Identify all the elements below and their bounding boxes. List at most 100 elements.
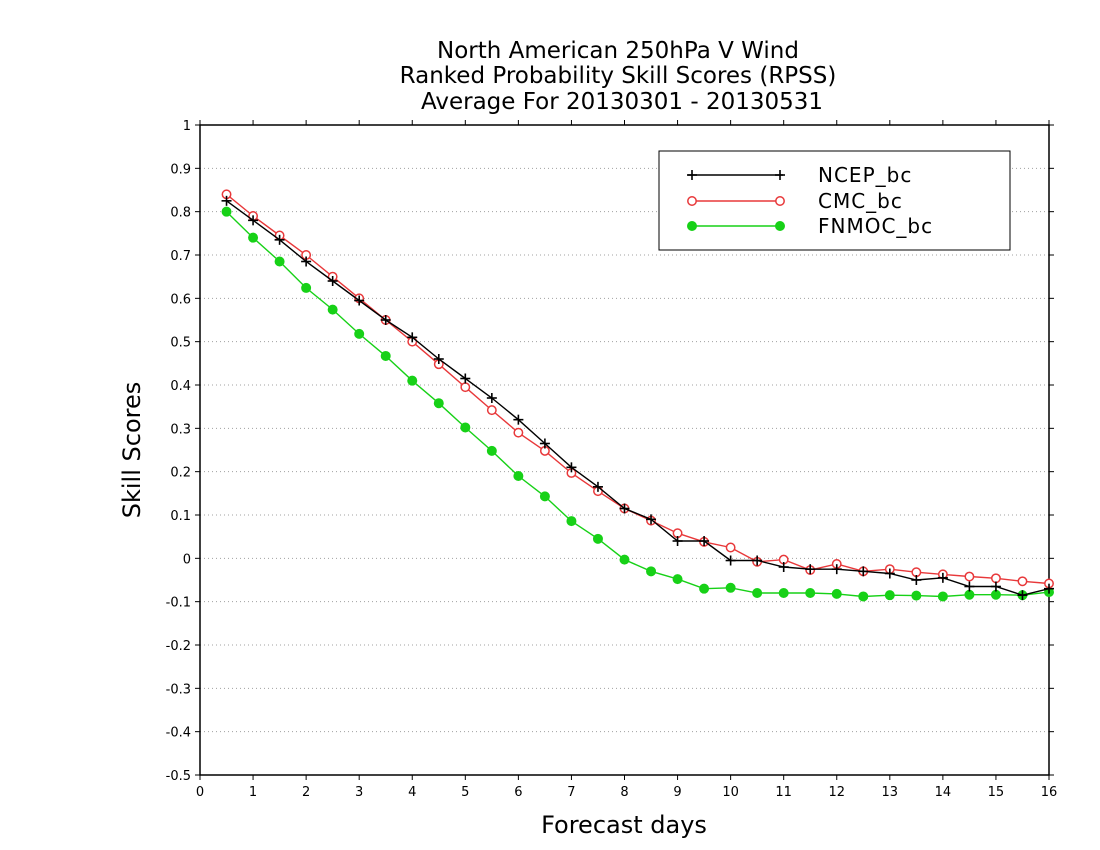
chart-title-line-3: Average For 20130301 - 20130531 (421, 89, 823, 115)
data-point (513, 427, 524, 438)
y-tick-label: 0.9 (170, 162, 191, 177)
y-axis-ticks: 1 0.9 0.8 0.7 0.6 0.5 0.4 0.3 0.2 0.1 0 -0.1 -0.2 -0.… (166, 119, 1054, 784)
data-point (248, 215, 259, 226)
y-tick-label: 0.6 (170, 292, 191, 307)
legend-label: CMC_bc (818, 189, 903, 213)
x-tick-label: 6 (514, 785, 522, 800)
x-tick-label: 4 (408, 785, 416, 800)
data-point (407, 332, 418, 343)
x-tick-label: 11 (775, 785, 792, 800)
data-point (805, 564, 816, 575)
data-point (248, 232, 259, 243)
data-point (327, 276, 338, 286)
data-point (513, 471, 524, 481)
y-tick-label: -0.3 (166, 682, 191, 697)
data-point (990, 589, 1001, 600)
data-point (486, 393, 497, 403)
data-point (539, 438, 550, 449)
data-point (699, 536, 710, 546)
legend-marker-end (775, 170, 785, 180)
series-line (226, 200, 1050, 596)
data-point (380, 350, 391, 361)
y-tick-label: -0.2 (166, 639, 191, 654)
x-tick-label: 5 (461, 785, 469, 800)
data-point (937, 591, 948, 602)
data-point (354, 328, 365, 339)
data-point (1017, 590, 1028, 601)
data-point (354, 295, 365, 306)
data-point (725, 555, 736, 566)
data-point (858, 566, 869, 577)
series-FNMOC_bc (221, 206, 1054, 602)
data-point (221, 195, 232, 206)
data-point (486, 445, 497, 456)
data-point (937, 572, 948, 583)
legend-marker-start (687, 221, 697, 231)
data-point (619, 503, 630, 514)
grid-lines (200, 167, 1049, 733)
x-tick-label: 7 (567, 785, 575, 800)
data-point (778, 588, 789, 598)
data-point (301, 256, 312, 267)
data-point (460, 382, 471, 393)
data-point (433, 398, 444, 409)
x-tick-label: 1 (249, 785, 257, 800)
chart-title-line-1: North American 250hPa V Wind (437, 38, 799, 64)
data-point (884, 568, 895, 579)
x-tick-label: 15 (988, 785, 1005, 800)
data-point (592, 481, 603, 492)
y-tick-label: 0.5 (170, 336, 191, 351)
x-tick-label: 10 (722, 785, 739, 800)
data-point (221, 206, 232, 217)
data-point (646, 566, 657, 577)
data-point (831, 564, 842, 575)
x-tick-label: 3 (355, 785, 363, 800)
data-point (1017, 576, 1028, 587)
series-line (226, 193, 1050, 585)
data-point (407, 375, 418, 386)
series-NCEP_bc (221, 195, 1054, 601)
data-point (274, 256, 285, 267)
data-point (380, 315, 391, 325)
data-point (646, 514, 657, 525)
data-point (566, 516, 577, 527)
data-point (964, 581, 975, 592)
y-tick-label: 0.3 (170, 422, 191, 437)
x-tick-label: 8 (620, 785, 628, 800)
data-point (831, 588, 842, 599)
data-point (566, 462, 577, 473)
legend-marker-start (687, 170, 697, 180)
data-point (301, 282, 312, 293)
series-plot-area (221, 189, 1054, 602)
data-point (433, 354, 444, 364)
y-tick-label: 0 (183, 552, 191, 567)
data-point (911, 590, 922, 601)
data-point (805, 588, 816, 598)
x-tick-label: 2 (302, 785, 310, 800)
series-line (226, 211, 1050, 598)
y-tick-label: 0.4 (170, 379, 191, 394)
data-point (964, 571, 975, 582)
data-point (592, 533, 603, 544)
y-tick-label: -0.4 (166, 726, 191, 741)
data-point (752, 588, 763, 598)
x-tick-label: 16 (1041, 785, 1058, 800)
legend-label: FNMOC_bc (818, 214, 933, 238)
y-tick-label: 0.1 (170, 509, 191, 524)
y-tick-label: -0.5 (166, 769, 191, 784)
data-point (672, 536, 683, 546)
data-point (513, 414, 524, 425)
chart-title-line-2: Ranked Probability Skill Scores (RPSS) (400, 63, 837, 89)
data-point (539, 491, 550, 502)
data-point (778, 562, 789, 572)
x-axis-label: Forecast days (541, 811, 707, 839)
data-point (327, 304, 338, 315)
data-point (725, 582, 736, 593)
data-point (274, 234, 285, 245)
data-point (460, 373, 471, 384)
data-point (486, 405, 497, 416)
